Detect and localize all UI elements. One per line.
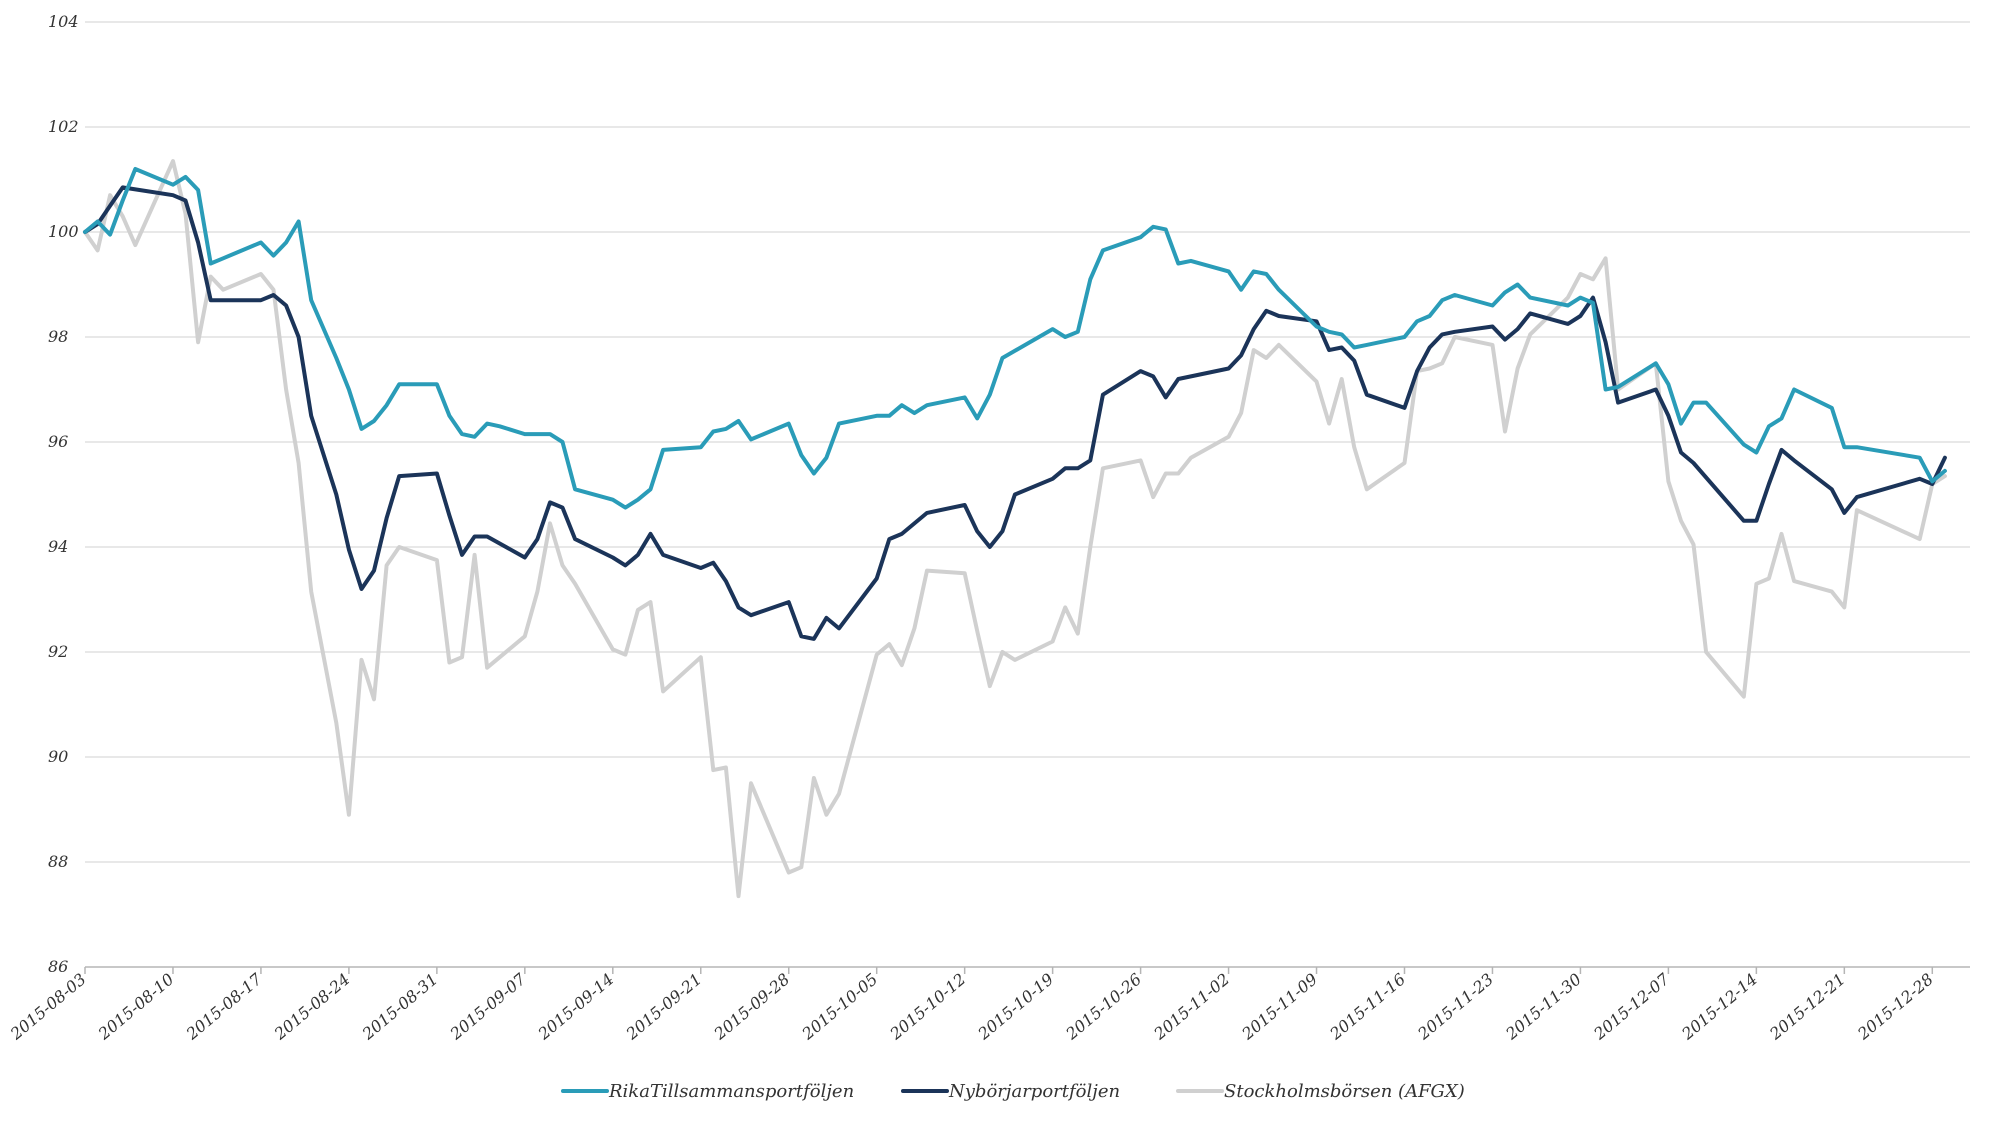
y-tick-label: 94	[48, 537, 68, 556]
grid-layer	[85, 21, 1970, 863]
series-layer	[83, 159, 1947, 899]
y-axis-ticks: 86 88 90 92 94 96 98 100 102 104	[48, 12, 79, 976]
y-tick-label: 100	[48, 222, 79, 241]
legend: RikaTillsammansportföljen Nybörjarportföl…	[561, 1081, 1465, 1102]
x-tick-label: 2015-08-31	[358, 970, 442, 1044]
x-tick-label: 2015-09-07	[446, 969, 530, 1044]
x-axis-ticks: 2015-08-03 2015-08-10 2015-08-17 2015-08-24…	[6, 967, 1937, 1044]
x-tick-label: 2015-08-17	[182, 969, 266, 1044]
x-tick-label: 2015-08-10	[94, 970, 178, 1044]
x-tick-label: 2015-09-28	[710, 970, 794, 1044]
series-line-0	[83, 167, 1947, 510]
x-tick-label: 2015-08-03	[6, 970, 90, 1044]
x-tick-label: 2015-10-12	[886, 970, 970, 1044]
y-tick-label: 90	[48, 747, 68, 766]
x-tick-label: 2015-12-28	[1853, 970, 1937, 1044]
x-tick-label: 2015-11-30	[1501, 970, 1585, 1044]
x-tick-label: 2015-11-23	[1413, 970, 1497, 1044]
x-tick-label: 2015-09-14	[534, 970, 618, 1044]
legend-label-1: Nybörjarportföljen	[948, 1081, 1120, 1102]
y-tick-label: 98	[48, 327, 68, 346]
legend-label-0: RikaTillsammansportföljen	[608, 1081, 854, 1102]
series-line-2	[83, 159, 1947, 899]
y-tick-label: 102	[48, 117, 79, 136]
y-tick-label: 96	[48, 432, 68, 451]
series-line-1	[83, 185, 1947, 641]
y-tick-label: 92	[48, 642, 68, 661]
y-tick-label: 88	[48, 852, 68, 871]
x-tick-label: 2015-12-07	[1589, 969, 1673, 1044]
x-tick-label: 2015-11-02	[1149, 970, 1233, 1044]
x-tick-label: 2015-10-05	[798, 970, 882, 1044]
x-tick-label: 2015-11-09	[1237, 970, 1321, 1044]
x-tick-label: 2015-12-21	[1765, 970, 1849, 1044]
y-tick-label: 86	[48, 957, 68, 976]
x-tick-label: 2015-08-24	[270, 970, 354, 1044]
legend-label-2: Stockholmsbörsen (AFGX)	[1224, 1081, 1465, 1102]
x-tick-label: 2015-10-26	[1062, 970, 1146, 1044]
x-tick-label: 2015-10-19	[974, 970, 1058, 1044]
x-tick-label: 2015-11-16	[1325, 970, 1409, 1044]
y-tick-label: 104	[48, 12, 79, 31]
x-tick-label: 2015-12-14	[1677, 970, 1761, 1044]
x-tick-label: 2015-09-21	[622, 970, 706, 1044]
